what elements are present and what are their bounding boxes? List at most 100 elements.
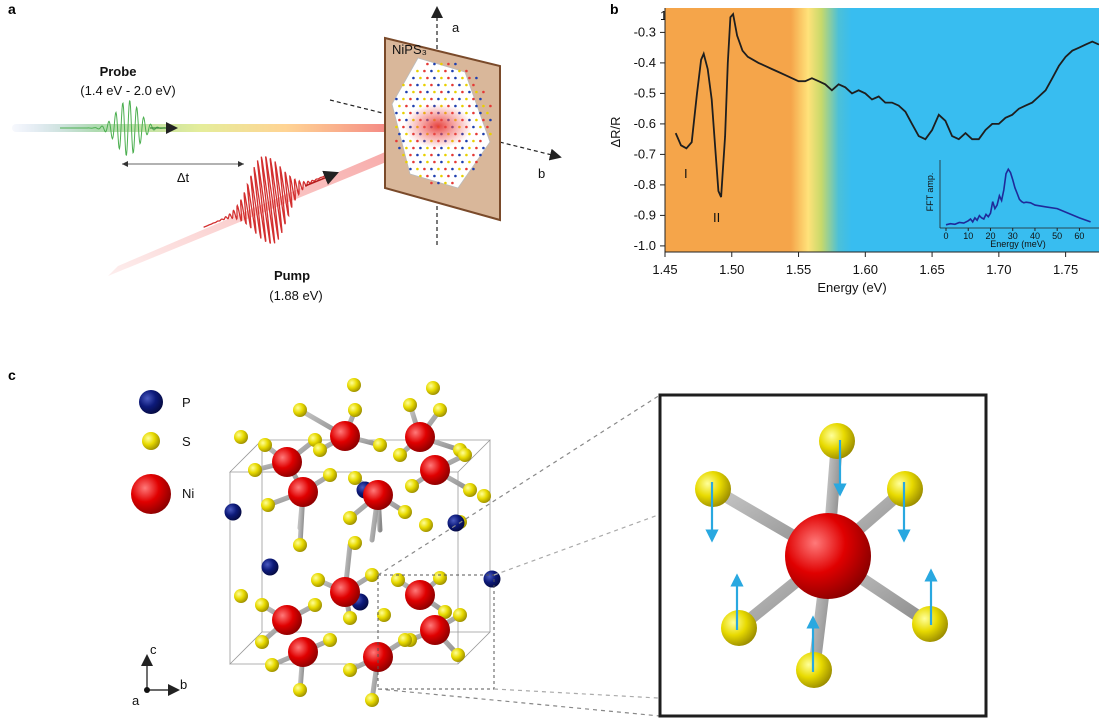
lattice-atom [472, 111, 475, 115]
y-tick-label-7: -1.0 [634, 238, 656, 253]
panel-b: b 1e−2 1.451.501.551.601.651.701.75-0.3-… [608, 1, 1099, 295]
legend-ni-label: Ni [182, 486, 194, 501]
fft-inset: 0 10 20 30 40 50 60 FFT amp. Energy (meV) [925, 160, 1099, 249]
lattice-atom [430, 167, 433, 171]
lattice-atom [430, 181, 433, 185]
s-atom [348, 471, 362, 485]
ni-atom [288, 477, 318, 507]
lattice-atom [461, 104, 464, 108]
s-atom [323, 633, 337, 647]
lattice-atom [437, 69, 440, 73]
x-tick-label-2: 1.55 [786, 262, 811, 277]
ni-atom [272, 447, 302, 477]
lattice-atom [482, 146, 485, 150]
lattice-atom [440, 160, 443, 164]
ni-atom [420, 615, 450, 645]
s-atom [347, 378, 361, 392]
lattice-atom [430, 69, 433, 73]
ni-atom [272, 605, 302, 635]
lattice-atom [440, 90, 443, 94]
s-atom [258, 438, 272, 452]
panel-a: a Δt Probe (1.4 eV - 2.0 eV) Pump (1.88 … [8, 1, 562, 303]
sample-label: NiPS₃ [392, 42, 427, 57]
lattice-atom [416, 83, 419, 87]
legend-s-atom [142, 432, 160, 450]
inset-x-label: Energy (meV) [990, 239, 1046, 249]
lattice-atom [468, 104, 471, 108]
lattice-atom [458, 97, 461, 101]
x-tick-label-6: 1.75 [1053, 262, 1078, 277]
p-atom [483, 570, 501, 588]
inset-x-tick-label-6: 60 [1074, 231, 1084, 241]
lattice-atom [458, 167, 461, 171]
lattice-atom [454, 160, 457, 164]
lattice-atom [479, 153, 482, 157]
lattice-atom [419, 160, 422, 164]
lattice-atom [472, 125, 475, 129]
reflectivity-curve [674, 12, 1099, 198]
lattice-atom [479, 97, 482, 101]
lattice-atom [468, 76, 471, 80]
ni-atom [405, 580, 435, 610]
lattice-atom [451, 181, 454, 185]
x-tick-label-1: 1.50 [719, 262, 744, 277]
lattice-atom [451, 97, 454, 101]
crystal-axes: c b a [132, 642, 187, 708]
x-tick-label-5: 1.70 [986, 262, 1011, 277]
lattice-atom [405, 104, 408, 108]
axis-b-label-c: b [180, 677, 187, 692]
lattice-atom [472, 97, 475, 101]
lattice-atom [468, 146, 471, 150]
lattice-atom [447, 62, 450, 66]
pump-beam [108, 132, 440, 276]
lattice-atom [454, 76, 457, 80]
lattice-atom [430, 97, 433, 101]
lattice-atom [461, 90, 464, 94]
lattice-atom [475, 90, 478, 94]
lattice-atom [489, 118, 492, 122]
lattice-atom [489, 104, 492, 108]
lattice-atom [433, 62, 436, 66]
lattice-atom [409, 83, 412, 87]
lattice-atom [451, 167, 454, 171]
lattice-atom [440, 62, 443, 66]
legend-p-label: P [182, 395, 191, 410]
lattice-atom [419, 174, 422, 178]
lattice-atom [458, 83, 461, 87]
axis-a-label-c: a [132, 693, 140, 708]
s-atom [261, 498, 275, 512]
s-atom [433, 571, 447, 585]
lattice-atom [475, 104, 478, 108]
lattice-atom [454, 174, 457, 178]
lattice-atom [416, 167, 419, 171]
s-atom [343, 611, 357, 625]
lattice-atom [451, 153, 454, 157]
lattice-atom [454, 62, 457, 66]
lattice-atom [444, 83, 447, 87]
lattice-atom [447, 160, 450, 164]
lattice-atom [433, 174, 436, 178]
p-atom [261, 558, 279, 576]
lattice-atom [444, 69, 447, 73]
y-tick-label-0: -0.3 [634, 24, 656, 39]
lattice-atom [437, 167, 440, 171]
lattice-atom [447, 76, 450, 80]
lattice-atom [395, 97, 398, 101]
s-atom [343, 511, 357, 525]
y-tick-label-5: -0.8 [634, 177, 656, 192]
y-tick-label-3: -0.6 [634, 116, 656, 131]
lattice-atom [458, 69, 461, 73]
lattice-atom [447, 174, 450, 178]
panel-c: c P S Ni c [8, 367, 988, 718]
s-atom [348, 536, 362, 550]
lattice-atom [475, 146, 478, 150]
lattice-atom [444, 153, 447, 157]
s-atom [234, 430, 248, 444]
lattice-atom [465, 83, 468, 87]
lattice-atom [402, 153, 405, 157]
lattice-atom [430, 153, 433, 157]
s-atom [405, 479, 419, 493]
lattice-atom [419, 76, 422, 80]
lattice-atom [461, 76, 464, 80]
